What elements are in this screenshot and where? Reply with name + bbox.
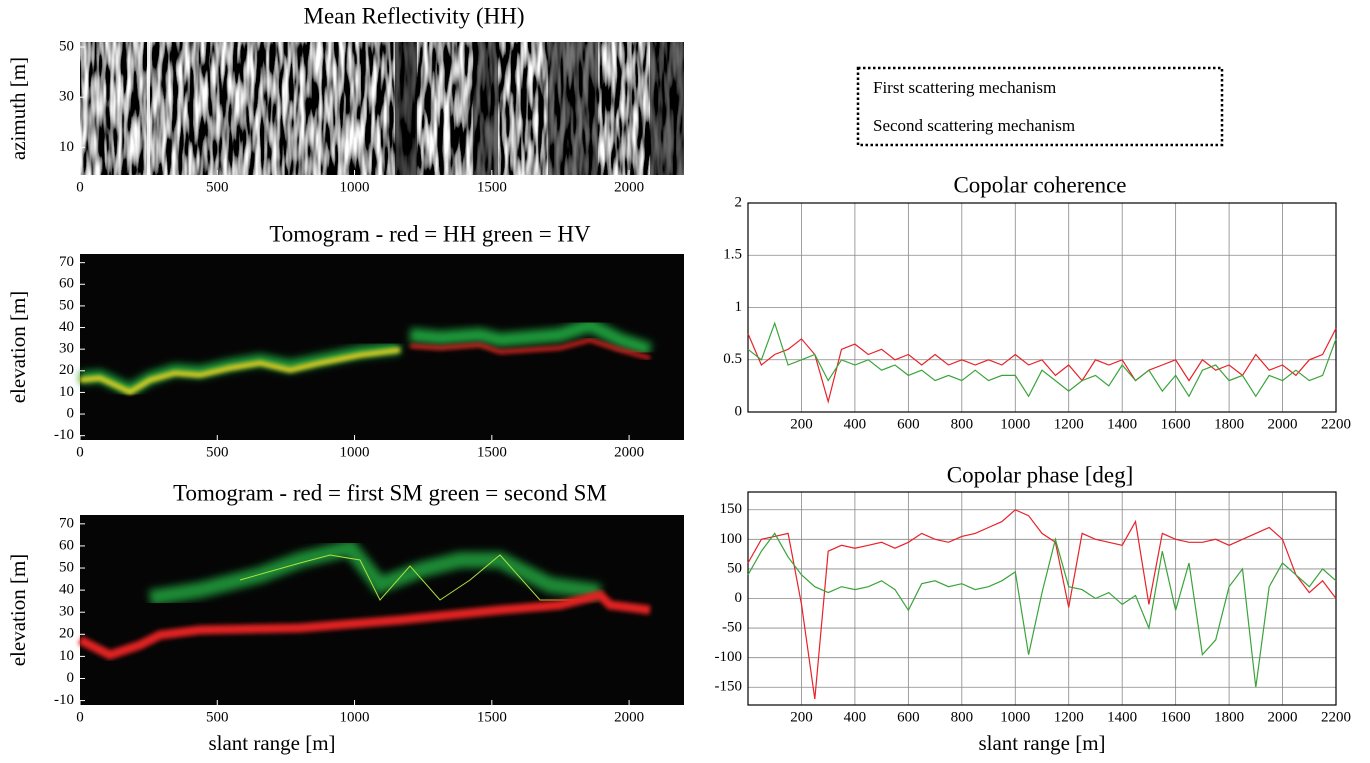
plot-frame: [747, 202, 1337, 413]
y-tick-label: 0: [67, 405, 75, 421]
y-tick-label: 10: [59, 648, 74, 664]
x-tick-label: 0: [76, 444, 84, 460]
x-tick-label: 2000: [1268, 709, 1298, 725]
x-tick-label: 2200: [1321, 709, 1351, 725]
chart-title: Mean Reflectivity (HH): [304, 3, 525, 28]
y-tick-label: 60: [59, 276, 74, 292]
y-tick-label: 20: [59, 626, 74, 642]
x-tick-label: 1800: [1214, 416, 1244, 432]
y-tick-label: 70: [59, 254, 74, 270]
legend-entry: Second scattering mechanism: [873, 116, 1075, 135]
x-tick-label: 1500: [477, 444, 507, 460]
line-series: [747, 328, 1337, 404]
y-tick-label: 20: [59, 362, 74, 378]
x-tick-label: 800: [951, 416, 974, 432]
x-tick-label: 1600: [1161, 416, 1191, 432]
legend-box: [856, 66, 1224, 147]
y-tick-label: 50: [59, 297, 74, 313]
chart-title: Copolar phase [deg]: [947, 462, 1134, 487]
y-tick-label: -10: [54, 427, 74, 443]
chart-title: Copolar coherence: [953, 172, 1126, 197]
y-tick-label: -100: [715, 649, 743, 665]
x-tick-label: 800: [951, 709, 974, 725]
x-tick-label: 200: [790, 416, 813, 432]
y-tick-label: 60: [59, 537, 74, 553]
x-tick-label: 500: [206, 444, 229, 460]
x-tick-label: 1400: [1107, 709, 1137, 725]
tomogram-sm-image: [77, 515, 684, 705]
x-tick-label: 2000: [1268, 416, 1298, 432]
x-tick-label: 1000: [340, 709, 370, 725]
y-tick-label: 0.5: [723, 351, 742, 367]
x-tick-label: 2000: [614, 179, 644, 195]
x-tick-label: 2200: [1321, 416, 1351, 432]
x-tick-label: 400: [844, 709, 867, 725]
y-tick-label: 30: [59, 89, 74, 105]
y-tick-label: 1.5: [723, 247, 742, 263]
y-tick-label: 50: [59, 38, 74, 54]
reflectivity-image: [80, 42, 684, 175]
x-tick-label: 0: [76, 179, 84, 195]
y-tick-label: 0: [735, 403, 743, 419]
x-tick-label: 1000: [340, 444, 370, 460]
y-tick-label: 10: [59, 139, 74, 155]
x-tick-label: 2000: [614, 709, 644, 725]
legend-entry: First scattering mechanism: [873, 78, 1056, 97]
y-tick-label: -150: [715, 679, 743, 695]
x-tick-label: 1500: [477, 179, 507, 195]
x-tick-label: 500: [206, 709, 229, 725]
y-tick-label: 100: [720, 531, 743, 547]
y-tick-label: -50: [722, 620, 742, 636]
y-tick-label: 40: [59, 582, 74, 598]
chart-title: Tomogram - red = first SM green = second…: [173, 480, 607, 505]
tomogram-hh-hv-image: [79, 254, 684, 440]
x-tick-label: 1400: [1107, 416, 1137, 432]
x-axis-label: slant range [m]: [208, 731, 335, 755]
x-tick-label: 600: [897, 709, 920, 725]
x-tick-label: 500: [206, 179, 229, 195]
x-tick-label: 1800: [1214, 709, 1244, 725]
y-tick-label: 40: [59, 319, 74, 335]
x-tick-label: 600: [897, 416, 920, 432]
y-tick-label: 50: [727, 560, 742, 576]
x-tick-label: 1000: [340, 179, 370, 195]
line-series: [747, 532, 1337, 688]
y-tick-label: 30: [59, 341, 74, 357]
y-tick-label: 2: [735, 194, 743, 210]
y-tick-label: 0: [735, 590, 743, 606]
y-axis-label: elevation [m]: [6, 291, 30, 404]
x-tick-label: 200: [790, 709, 813, 725]
y-tick-label: 0: [67, 670, 75, 686]
line-series: [747, 509, 1337, 700]
x-tick-label: 1000: [1000, 416, 1030, 432]
y-axis-label: azimuth [m]: [6, 57, 30, 160]
x-tick-label: 400: [844, 416, 867, 432]
x-tick-label: 0: [76, 709, 84, 725]
x-tick-label: 1500: [477, 709, 507, 725]
y-tick-label: 70: [59, 515, 74, 531]
y-tick-label: 150: [720, 501, 743, 517]
y-tick-label: 1: [735, 299, 743, 315]
x-tick-label: 1000: [1000, 709, 1030, 725]
x-tick-label: 1600: [1161, 709, 1191, 725]
y-tick-label: 50: [59, 559, 74, 575]
x-axis-label: slant range [m]: [978, 731, 1105, 755]
y-tick-label: 10: [59, 384, 74, 400]
x-tick-label: 1200: [1054, 709, 1084, 725]
chart-title: Tomogram - red = HH green = HV: [269, 221, 591, 246]
y-axis-label: elevation [m]: [6, 554, 30, 667]
x-tick-label: 1200: [1054, 416, 1084, 432]
y-tick-label: -10: [54, 692, 74, 708]
line-series: [747, 321, 1337, 398]
y-tick-label: 30: [59, 604, 74, 620]
x-tick-label: 2000: [614, 444, 644, 460]
